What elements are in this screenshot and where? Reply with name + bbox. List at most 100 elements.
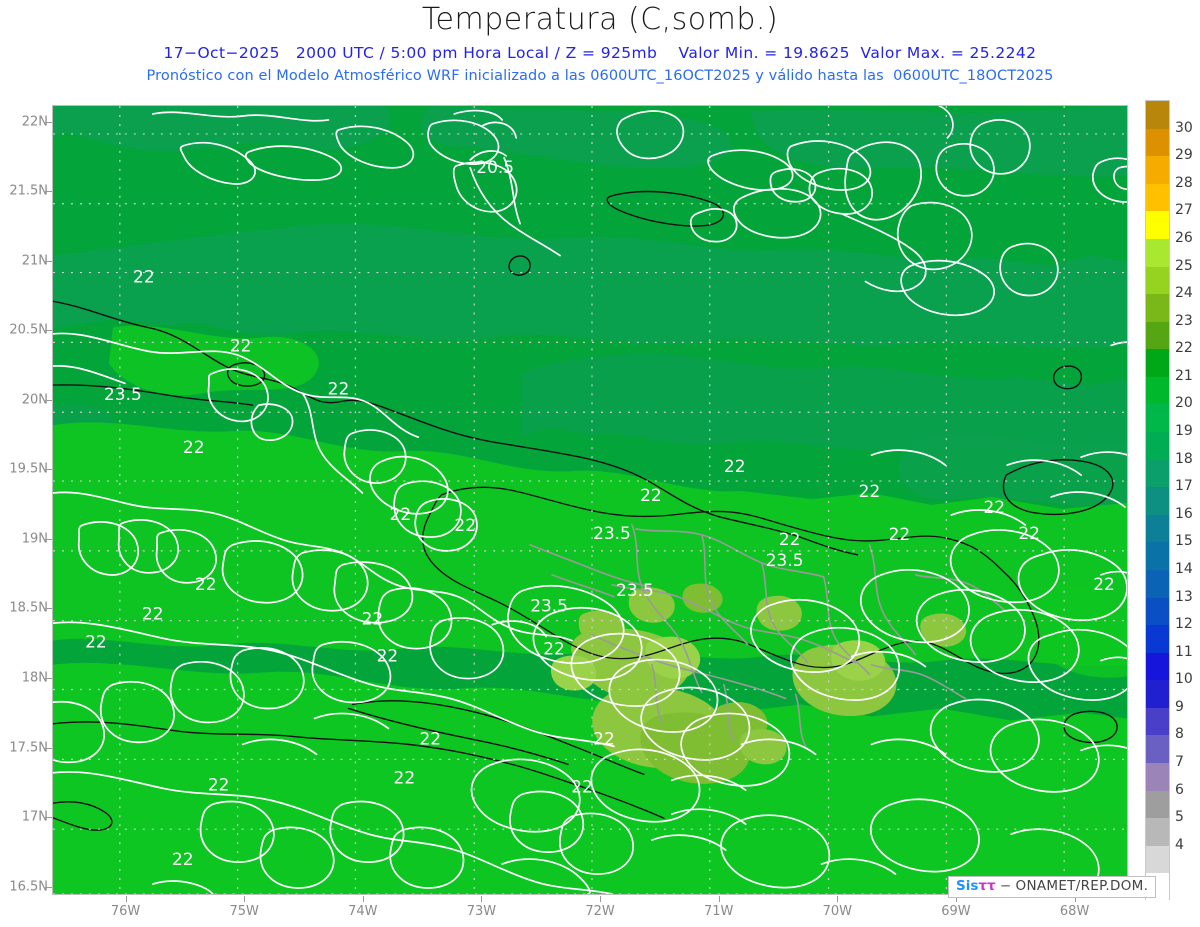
contour-lines-white — [53, 106, 1127, 894]
x-axis-tick — [955, 896, 957, 902]
map-gridlines — [53, 106, 1127, 894]
watermark-sis: Sis — [956, 878, 979, 894]
colorbar-tick-label: 20 — [1175, 395, 1193, 412]
colorbar-tick-label: 12 — [1175, 616, 1193, 633]
subtitle-line-1: 17−Oct−2025 2000 UTC / 5:00 pm Hora Loca… — [163, 44, 1037, 62]
y-axis-label: 17N — [21, 809, 48, 825]
map-plot-area[interactable]: 20.5 22 22 22 23.5 22 22 22 23.5 22 22 22 23.5 22 22 22… — [52, 105, 1128, 895]
y-axis-tick — [45, 121, 52, 123]
contour-label: 23.5 — [104, 384, 142, 404]
colorbar-tick-label: 13 — [1175, 588, 1193, 605]
x-axis-label: 76W — [110, 904, 141, 919]
contour-label: 22 — [183, 437, 205, 457]
colorbar-segment — [1146, 211, 1169, 240]
contour-label: 22 — [142, 604, 164, 624]
y-axis-label: 17.5N — [9, 740, 48, 756]
colorbar-tick-label: 8 — [1175, 726, 1184, 743]
colorbar-tick-label: 4 — [1175, 836, 1184, 853]
x-axis-label: 69W — [941, 904, 971, 919]
colorbar-segment — [1146, 569, 1169, 599]
colorbar-segment — [1146, 790, 1169, 819]
x-axis-label: 75W — [229, 904, 259, 919]
contour-label: 22 — [208, 774, 230, 794]
contour-label: 23.5 — [593, 523, 631, 543]
x-axis-tick — [125, 896, 127, 902]
colorbar-segment — [1146, 514, 1169, 543]
colorbar-tick-label: 21 — [1175, 367, 1193, 384]
y-axis-label: 18.5N — [9, 600, 48, 616]
contour-label: 22 — [889, 524, 911, 544]
contour-label: 22 — [394, 767, 416, 787]
contour-label: 23.5 — [530, 596, 568, 616]
y-axis-tick — [45, 399, 52, 401]
watermark-sistt-onamet: Sisττ − ONAMET/REP.DOM. — [948, 876, 1157, 898]
colorbar-segment — [1146, 845, 1169, 874]
y-axis-tick — [45, 886, 52, 888]
x-axis-label: 74W — [348, 904, 378, 919]
x-axis-tick — [718, 896, 720, 902]
colorbar-segment — [1146, 376, 1169, 406]
y-axis-label: 22N — [21, 114, 48, 130]
x-axis-tick — [244, 896, 246, 902]
colorbar-segment — [1146, 294, 1169, 323]
colorbar-segment — [1146, 625, 1169, 654]
colorbar-tick-label: 9 — [1175, 698, 1184, 715]
colorbar-segment — [1146, 183, 1169, 212]
colorbar-segment — [1146, 763, 1169, 792]
contour-label: 22 — [85, 632, 107, 652]
colorbar-tick-label: 17 — [1175, 478, 1193, 495]
colorbar[interactable] — [1145, 100, 1170, 902]
subtitle-line-2: Pronóstico con el Modelo Atmosférico WRF… — [146, 68, 1054, 84]
colorbar-tick-label: 30 — [1175, 119, 1193, 136]
y-axis-tick — [45, 469, 52, 471]
contour-label: 22 — [640, 485, 662, 505]
colorbar-tick-label: 26 — [1175, 229, 1193, 246]
y-axis-tick — [45, 747, 52, 749]
contour-label: 22 — [420, 728, 442, 748]
contour-label: 22 — [362, 609, 384, 629]
temp-band-hot — [550, 583, 967, 784]
colorbar-tick-label: 14 — [1175, 560, 1193, 577]
y-axis-label: 19.5N — [9, 461, 48, 477]
colorbar-segment — [1146, 156, 1169, 185]
contour-label: 22 — [133, 267, 155, 287]
x-axis-tick — [1074, 896, 1076, 902]
x-axis-label: 71W — [704, 904, 734, 919]
colorbar-segment — [1146, 680, 1169, 709]
x-axis-label: 70W — [822, 904, 853, 919]
admin-boundaries-gray — [529, 524, 1007, 748]
y-axis-tick — [45, 260, 52, 262]
temp-band-cool — [53, 106, 1127, 866]
y-axis-label: 21N — [21, 253, 48, 269]
contour-label: 22 — [543, 639, 565, 659]
contour-label: 22 — [983, 497, 1005, 517]
colorbar-segment — [1146, 818, 1169, 847]
colorbar-segment — [1146, 487, 1169, 516]
contour-label: 22 — [724, 456, 746, 476]
colorbar-segment — [1146, 321, 1169, 350]
contour-label: 22 — [328, 378, 350, 398]
colorbar-segment — [1146, 404, 1169, 433]
colorbar-tick-label: 23 — [1175, 312, 1193, 329]
y-axis-label: 16.5N — [9, 879, 48, 895]
contour-label: 22 — [230, 335, 252, 355]
y-axis-tick — [45, 538, 52, 540]
watermark-tt: ττ — [978, 878, 996, 894]
colorbar-segment — [1146, 597, 1169, 626]
colorbar-segment — [1146, 432, 1169, 461]
colorbar-segment — [1146, 459, 1169, 488]
colorbar-tick-label: 29 — [1175, 147, 1193, 164]
colorbar-tick-label: 11 — [1175, 643, 1193, 660]
contour-label: 22 — [172, 849, 194, 869]
colorbar-segment — [1146, 542, 1169, 571]
colorbar-tick-label: 19 — [1175, 423, 1193, 440]
y-axis-tick — [45, 678, 52, 680]
contour-label: 23.5 — [616, 580, 654, 600]
contour-label: 22 — [593, 728, 615, 748]
colorbar-segment — [1146, 238, 1169, 268]
colorbar-tick-label: 15 — [1175, 533, 1193, 550]
colorbar-segment — [1146, 707, 1169, 737]
